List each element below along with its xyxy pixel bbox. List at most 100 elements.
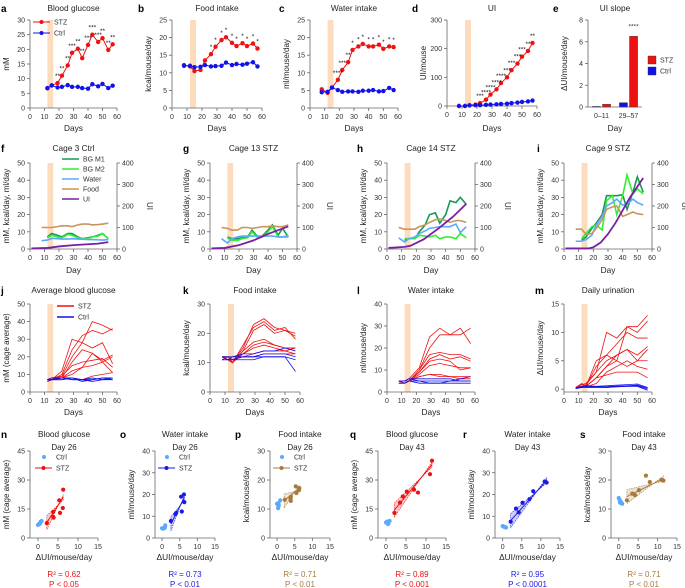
significance-label: *** <box>518 47 526 54</box>
panel-title: Blood glucose <box>47 3 100 13</box>
data-point-stz <box>391 44 396 50</box>
bar-stz <box>629 36 638 108</box>
y-tick-label: 10 <box>374 229 382 236</box>
y-tick-label: 30 <box>17 337 25 344</box>
x-tick-label: 60 <box>113 114 121 121</box>
series-line-stz <box>575 331 648 388</box>
significance-label: * <box>357 36 360 43</box>
data-point-stz <box>174 510 179 516</box>
legend-swatch <box>647 55 657 65</box>
stat-text: P < 0.001 <box>395 580 430 588</box>
data-point-ctrl <box>385 521 391 527</box>
data-point-stz <box>168 518 173 524</box>
y-tick-label: 10 <box>551 229 559 236</box>
y-axis-label: UI/mouse <box>419 45 428 80</box>
y-tick-label: 20 <box>17 212 25 219</box>
panel-title: Cage 13 STZ <box>229 143 278 153</box>
panel-title: Blood glucose <box>38 429 91 439</box>
x-tick-label: 30 <box>250 255 258 262</box>
y-tick-label: 10 <box>142 514 150 521</box>
x-axis-label: Days <box>64 407 83 417</box>
series-line-stz <box>47 321 113 381</box>
data-point-stz <box>509 67 514 73</box>
data-point-ctrl <box>350 89 355 94</box>
legend-label: STZ <box>294 466 308 473</box>
significance-label: * <box>362 34 365 41</box>
bar-ctrl <box>592 106 601 108</box>
stat-text: R² = 0.95 <box>511 570 545 579</box>
stz-injection-band <box>404 163 411 249</box>
series-line-bg-m1 <box>404 196 467 242</box>
data-point-stz <box>57 498 62 503</box>
x-tick-label: 10 <box>654 544 662 551</box>
x-tick-label: 50 <box>518 112 526 119</box>
data-point-ctrl <box>619 501 624 506</box>
y-tick-label: 20 <box>197 212 205 219</box>
y-axis-label: kcal/mouse/day <box>144 36 153 92</box>
legend-item: Ctrl <box>57 315 89 322</box>
panel-letter: r <box>463 430 467 441</box>
panel-letter: l <box>357 286 360 297</box>
x-tick-label: 50 <box>456 398 464 405</box>
data-point-ctrl <box>229 62 235 68</box>
data-point-stz <box>106 47 111 53</box>
x-axis-label: ΔUI/mouse/day <box>157 552 215 562</box>
panel-letter: q <box>350 430 356 441</box>
y-axis-label: mM, kcal/day, ml/day <box>182 169 191 244</box>
significance-label: ** <box>80 48 86 55</box>
data-point-ctrl <box>45 85 50 91</box>
data-point-stz <box>90 32 95 37</box>
panel-letter: n <box>1 430 7 441</box>
series-line-bg-m2 <box>404 232 467 240</box>
y-tick-label: 20 <box>17 47 25 54</box>
significance-label: * <box>256 39 259 46</box>
panel-b: b Food intake 0 5 10 15 20 25 0 10 20 30 40 50 60 Days k… <box>138 3 266 133</box>
stz-injection-band <box>327 20 334 108</box>
legend-swatch <box>280 455 284 459</box>
y-tick-label: 0 <box>21 247 25 254</box>
data-point-ctrl <box>488 102 493 107</box>
y-tick-label: 300 <box>430 18 442 25</box>
data-point-ctrl <box>65 82 70 88</box>
y-tick-label: 0 <box>486 536 490 543</box>
y-tick-label: 10 <box>197 360 205 367</box>
significance-label: *** <box>338 60 346 67</box>
data-point-stz <box>525 48 531 54</box>
x-tick-label: 20 <box>55 114 63 121</box>
panel-subtitle: Day 26 <box>287 443 313 452</box>
y-tick-label: 20 <box>482 492 490 499</box>
y-tick-label: 20 <box>598 478 606 485</box>
x-tick-label: 5 <box>178 544 182 551</box>
y-tick-label: 30 <box>374 324 382 331</box>
data-point-stz <box>100 35 105 41</box>
significance-label: * <box>388 36 391 43</box>
y-axis-label: ml/mouse/day <box>467 470 476 520</box>
panel-p: p Food intake Day 26 0 10 20 30 0 5 10 15ΔUI/mouse… <box>235 429 334 588</box>
x-tick-label: 5 <box>520 544 524 551</box>
significance-label: * <box>351 40 354 47</box>
data-point-stz <box>360 41 365 47</box>
x-tick-label: 10 <box>41 255 49 262</box>
data-point-ctrl <box>49 83 54 88</box>
series-line-food <box>221 224 289 231</box>
legend-item: Ctrl <box>33 31 65 38</box>
y2-tick-label: 100 <box>302 225 314 232</box>
legend-marker <box>39 20 44 24</box>
y-tick-label: 20 <box>257 478 265 485</box>
x-tick-label: 40 <box>442 255 450 262</box>
data-point-ctrl <box>340 89 345 95</box>
data-point-stz <box>429 458 435 463</box>
y-tick-label: 40 <box>551 178 559 185</box>
data-point-ctrl <box>391 87 396 93</box>
panel-title: Water intake <box>331 3 378 13</box>
y-tick-label: 200 <box>430 46 442 53</box>
series-line-food <box>575 205 644 236</box>
data-point-stz <box>198 67 203 73</box>
data-point-ctrl <box>100 81 105 87</box>
legend-item: Ctrl <box>647 66 671 76</box>
x-tick-label: 0 <box>384 544 388 551</box>
x-tick-label: 0 <box>160 544 164 551</box>
panel-title: UI slope <box>600 3 631 13</box>
x-tick-label: 60 <box>113 398 121 405</box>
